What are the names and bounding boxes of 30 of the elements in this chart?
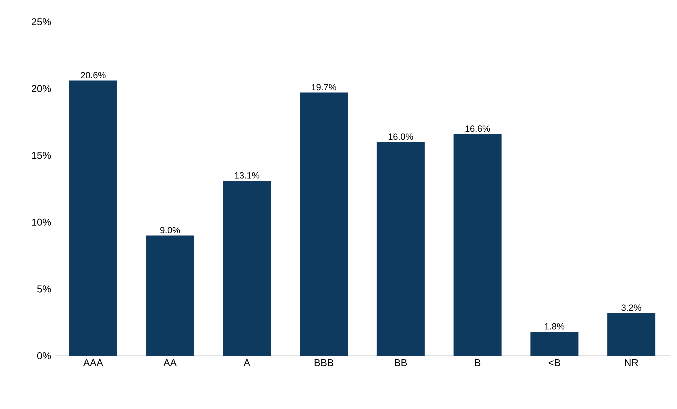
data-label: 13.1% [235, 172, 260, 179]
data-label: 16.0% [388, 134, 414, 140]
x-tick-label: BB [395, 360, 408, 366]
bar [376, 142, 425, 356]
x-tick-label: AAA [83, 360, 104, 366]
bar [608, 313, 656, 356]
y-tick-label: 10% [32, 218, 52, 226]
x-tick-label: NR [625, 360, 638, 366]
bar [69, 80, 118, 356]
bar [454, 134, 502, 356]
x-tick-label: <B [548, 360, 560, 366]
x-tick-label: BBB [314, 360, 334, 366]
y-tick-label: 5% [37, 286, 52, 293]
bar [223, 180, 272, 356]
data-label: 3.2% [622, 304, 642, 312]
y-tick-label: 25% [32, 18, 52, 26]
data-label: 9.0% [160, 227, 180, 234]
y-tick-label: 15% [32, 152, 52, 160]
y-tick-label: 20% [32, 85, 52, 92]
x-tick-label: B [475, 360, 481, 366]
bar [300, 92, 348, 356]
data-label: 20.6% [81, 72, 106, 79]
data-label: 19.7% [312, 84, 336, 91]
data-label: 1.8% [545, 323, 565, 330]
y-tick-label: 0% [37, 352, 52, 360]
bar [530, 332, 579, 356]
x-tick-label: A [244, 360, 250, 366]
x-tick-label: AA [164, 360, 177, 366]
data-label: 16.6% [466, 126, 490, 132]
bar [146, 236, 194, 356]
